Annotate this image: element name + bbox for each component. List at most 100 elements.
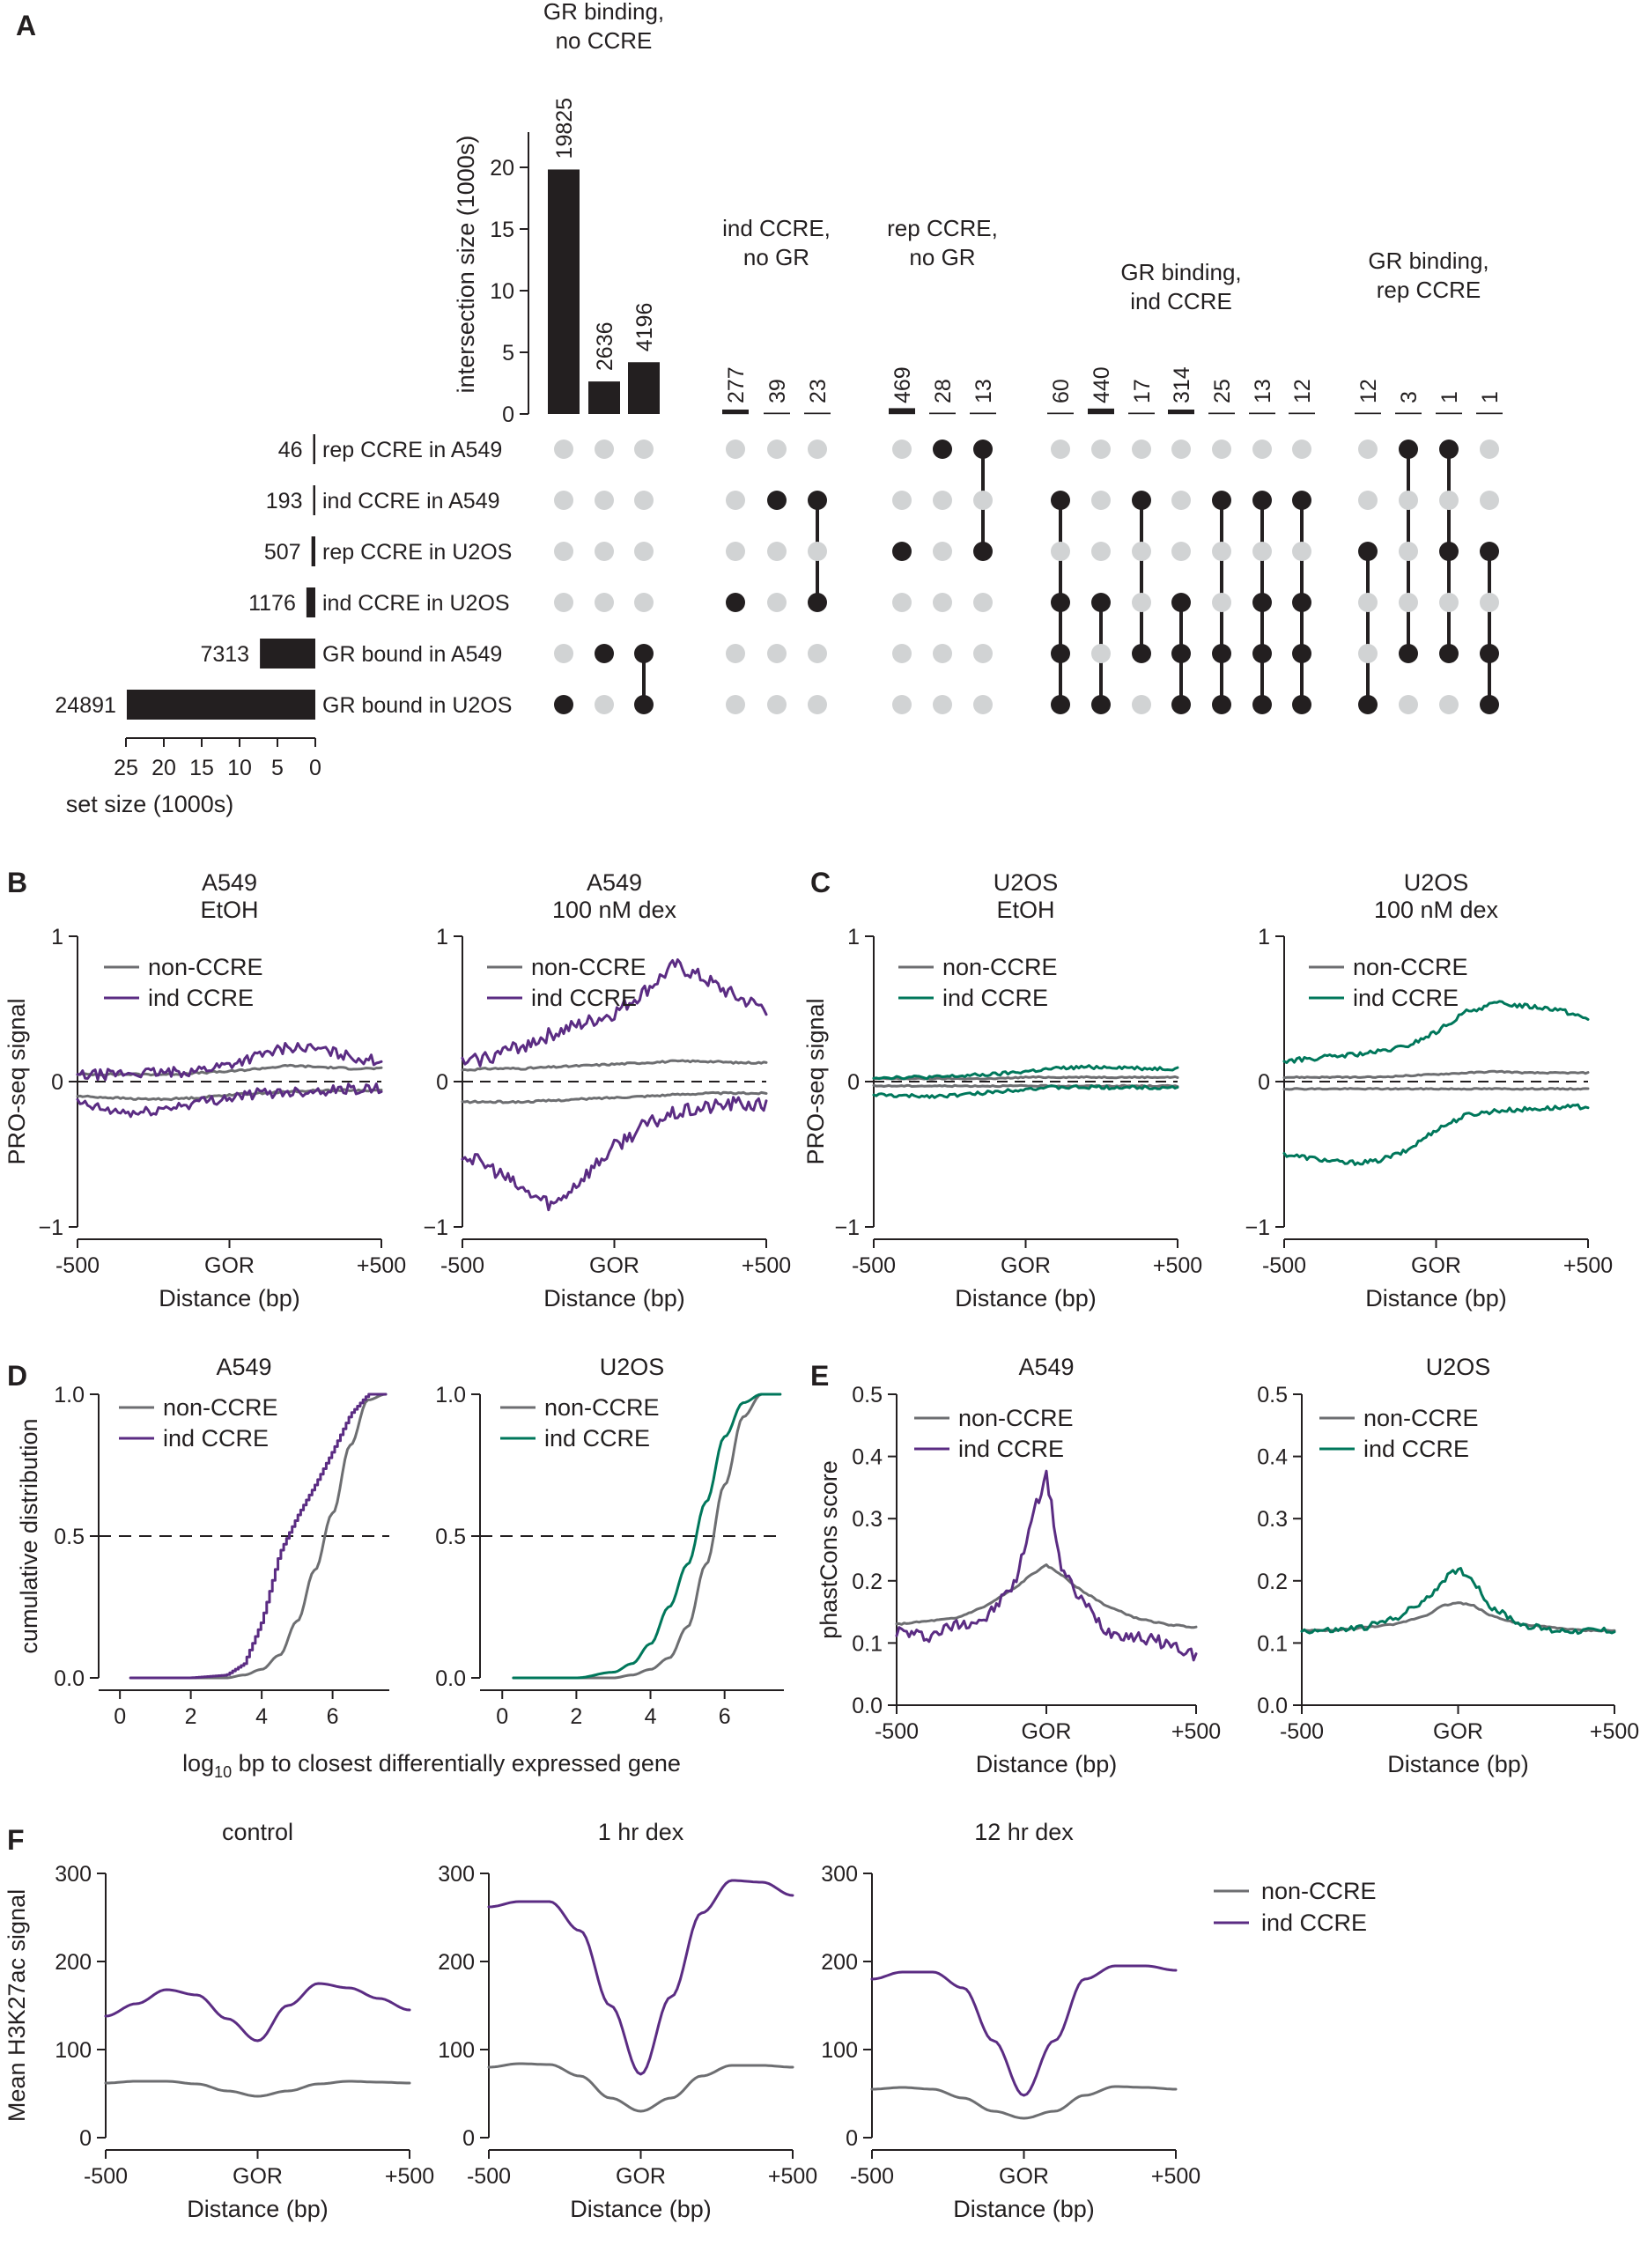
chart-title: A549 xyxy=(216,1354,271,1380)
x-tick-label: GOR xyxy=(233,2164,283,2189)
series-line-ind-ccre xyxy=(512,1393,782,1680)
x-tick-label: +500 xyxy=(742,1253,791,1278)
matrix-dot-filled xyxy=(1171,695,1191,714)
cdf-chart-u2os: U2OS 0.0 0.5 1.0 0 2 4 6 non-CCRE ind CCRE xyxy=(435,1354,784,1729)
set-size-value: 24891 xyxy=(55,693,116,718)
matrix-dot-empty xyxy=(933,491,952,510)
intersection-size-label: 17 xyxy=(1130,379,1155,403)
matrix-dot-empty xyxy=(595,593,614,612)
legend-f: non-CCRE ind CCRE xyxy=(1214,1878,1377,1936)
matrix-dot-empty xyxy=(554,542,573,561)
intersection-bar xyxy=(1088,408,1114,414)
matrix-dot-filled xyxy=(1051,644,1070,663)
set-size-tick-label: 20 xyxy=(151,756,176,780)
matrix-dot-empty xyxy=(634,593,654,612)
y-tick-label: 0.0 xyxy=(54,1666,85,1691)
chart-title: A549 EtOH xyxy=(200,869,258,923)
x-tick-label: 6 xyxy=(719,1704,731,1729)
matrix-dot-empty xyxy=(933,644,952,663)
matrix-dot-empty xyxy=(1399,695,1418,714)
matrix-dot-filled xyxy=(892,542,912,561)
intersection-axis-label: intersection size (1000s) xyxy=(453,136,479,394)
matrix-dot-empty xyxy=(767,440,787,459)
intersection-bar xyxy=(1355,412,1381,414)
matrix-dot-filled xyxy=(1480,542,1499,561)
group-title: GR binding, no CCRE xyxy=(543,0,664,54)
matrix-dot-empty xyxy=(595,542,614,561)
matrix-dot-empty xyxy=(973,491,993,510)
matrix-dot-empty xyxy=(933,542,952,561)
x-tick-label: -500 xyxy=(850,2164,894,2189)
matrix-dot-filled xyxy=(973,542,993,561)
matrix-dot-filled xyxy=(1091,593,1111,612)
matrix-dot-empty xyxy=(973,644,993,663)
matrix-dot-filled xyxy=(1171,644,1191,663)
matrix-dot-empty xyxy=(554,644,573,663)
matrix-dot-empty xyxy=(1439,695,1459,714)
x-tick-label: -500 xyxy=(852,1253,896,1278)
y-tick-label: 300 xyxy=(55,1862,92,1887)
legend-label: ind CCRE xyxy=(958,1436,1064,1462)
y-tick-label: 0.1 xyxy=(1257,1631,1288,1656)
intersection-tick-label: 10 xyxy=(490,279,514,304)
matrix-dot-filled xyxy=(595,644,614,663)
intersection-size-label: 28 xyxy=(931,379,956,403)
matrix-dot-empty xyxy=(767,644,787,663)
matrix-dot-filled xyxy=(1439,542,1459,561)
matrix-dot-empty xyxy=(1439,593,1459,612)
set-size-bar xyxy=(313,485,315,515)
series-line-non-ccre xyxy=(870,2085,1178,2120)
line-chart-u2os-etoh: U2OS EtOH −1 0 1 -500 GOR +500 Distance (bp) PRO-… xyxy=(802,869,1202,1311)
legend-label: non-CCRE xyxy=(148,954,263,980)
y-tick-label: 300 xyxy=(821,1862,858,1887)
y-tick-label: 1 xyxy=(1258,925,1270,949)
series-line-ind-ccre-plus xyxy=(872,1064,1179,1081)
intersection-bar xyxy=(722,410,749,414)
matrix-dot-empty xyxy=(1252,542,1272,561)
matrix-dot-empty xyxy=(1399,491,1418,510)
panel-letter-a: A xyxy=(16,10,36,41)
intersection-size-label: 3 xyxy=(1397,391,1422,403)
x-axis-label: Distance (bp) xyxy=(187,2196,329,2222)
matrix-dot-filled xyxy=(1292,695,1311,714)
matrix-dot-empty xyxy=(808,695,827,714)
matrix-dot-filled xyxy=(1292,593,1311,612)
intersection-tick-label: 5 xyxy=(502,341,514,366)
matrix-dot-empty xyxy=(1051,542,1070,561)
matrix-dot-empty xyxy=(1399,593,1418,612)
set-size-tick-label: 15 xyxy=(189,756,214,780)
intersection-size-label: 23 xyxy=(806,379,831,403)
matrix-dot-empty xyxy=(554,440,573,459)
legend-label: ind CCRE xyxy=(148,985,254,1011)
chart-title: A549 xyxy=(1018,1354,1074,1380)
matrix-dot-filled xyxy=(1051,491,1070,510)
matrix-dot-empty xyxy=(1399,542,1418,561)
set-label: ind CCRE in U2OS xyxy=(322,591,510,616)
matrix-dot-empty xyxy=(1171,542,1191,561)
intersection-bar xyxy=(929,412,956,414)
x-tick-label: GOR xyxy=(589,1253,639,1278)
chart-title: U2OS 100 nM dex xyxy=(1374,869,1499,923)
set-size-bar xyxy=(126,690,315,720)
matrix-dot-filled xyxy=(1439,644,1459,663)
y-tick-label: 0.2 xyxy=(852,1570,883,1594)
matrix-dot-empty xyxy=(634,542,654,561)
legend-label: non-CCRE xyxy=(942,954,1058,980)
x-tick-label: -500 xyxy=(1280,1719,1324,1744)
matrix-dot-empty xyxy=(595,695,614,714)
matrix-dot-empty xyxy=(933,593,952,612)
set-size-axis-label: set size (1000s) xyxy=(66,791,234,817)
y-tick-label: 0.3 xyxy=(1257,1507,1288,1532)
intersection-bar xyxy=(970,412,996,414)
set-size-bar xyxy=(311,536,315,566)
matrix-dot-empty xyxy=(1212,440,1231,459)
set-size-value: 46 xyxy=(278,438,303,462)
matrix-dot-empty xyxy=(892,644,912,663)
x-tick-label: -500 xyxy=(875,1719,919,1744)
set-size-tick-label: 10 xyxy=(227,756,252,780)
x-tick-label: 0 xyxy=(496,1704,508,1729)
x-tick-label: -500 xyxy=(84,2164,128,2189)
y-tick-label: 0.2 xyxy=(1257,1570,1288,1594)
matrix-dot-empty xyxy=(1358,644,1378,663)
